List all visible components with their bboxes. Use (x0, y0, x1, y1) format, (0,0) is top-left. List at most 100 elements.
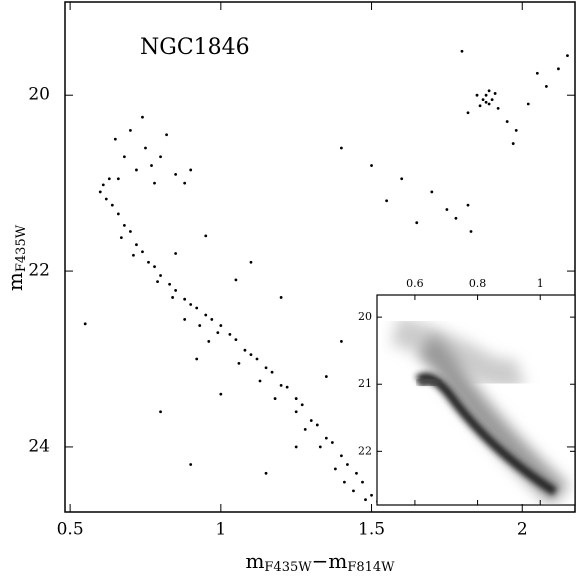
star-point (153, 265, 156, 269)
star-point (159, 274, 162, 277)
star-point (400, 177, 404, 181)
star-point (469, 230, 473, 233)
density-ridge (416, 375, 442, 389)
star-point (83, 322, 87, 326)
star-point (116, 212, 120, 216)
star-point (183, 318, 187, 321)
star-point (385, 199, 389, 203)
star-point (141, 250, 144, 254)
star-point (183, 181, 187, 185)
star-point (153, 181, 156, 185)
inset: 0.6 0.8 1 20 21 22 (358, 277, 576, 506)
x-tick-label: 2 (517, 520, 528, 540)
star-point (119, 236, 123, 240)
star-point (294, 410, 298, 414)
star-point (475, 93, 479, 97)
star-point (122, 223, 126, 227)
y-tick-label: 20 (28, 85, 50, 105)
star-point (343, 480, 346, 484)
y-axis-label: mF435W (3, 224, 29, 291)
star-point (258, 379, 262, 383)
star-point (195, 306, 199, 310)
star-point (346, 463, 349, 466)
star-point (294, 445, 298, 449)
y-tick-label: 22 (358, 444, 372, 457)
x-label-part: − (312, 549, 329, 573)
star-point (557, 67, 560, 71)
star-point (460, 49, 464, 53)
x-label-part: F435W (264, 560, 312, 575)
star-point (430, 190, 434, 194)
star-point (318, 445, 322, 449)
star-point (144, 146, 147, 150)
star-point (454, 216, 458, 220)
star-point (324, 436, 328, 440)
star-point (116, 177, 120, 181)
cluster-label: NGC1846 (140, 35, 250, 60)
star-point (129, 128, 132, 132)
star-point (141, 115, 144, 119)
y-label-part: F435W (14, 224, 29, 272)
star-point (544, 85, 548, 88)
star-point (195, 357, 199, 361)
x-tick-label: 0.6 (406, 277, 424, 290)
star-point (478, 104, 482, 108)
points (83, 49, 569, 503)
star-point (156, 280, 159, 284)
star-point (340, 454, 343, 458)
star-point (150, 164, 153, 167)
star-point (355, 471, 358, 475)
star-point (493, 92, 497, 95)
star-point (466, 203, 470, 207)
star-point (234, 278, 238, 282)
x-tick-label: 0.5 (57, 520, 84, 540)
x-label-part: m (245, 549, 264, 573)
density-halo (417, 334, 569, 505)
star-point (249, 353, 253, 357)
star-point (511, 142, 515, 145)
star-point (294, 397, 298, 400)
star-point (204, 234, 208, 238)
star-point (122, 155, 126, 159)
star-point (98, 190, 102, 194)
x-label-part: m (328, 549, 347, 573)
y-tick-label: 22 (28, 261, 50, 281)
star-point (496, 106, 500, 110)
star-point (526, 102, 530, 106)
star-point (505, 120, 509, 123)
star-point (535, 71, 539, 75)
star-point (514, 128, 518, 132)
star-point (340, 340, 343, 343)
star-point (210, 318, 214, 321)
star-point (340, 146, 343, 150)
y-tick-label: 21 (358, 377, 372, 390)
y-tick-label: 24 (28, 436, 50, 456)
star-point (189, 303, 193, 306)
star-point (159, 155, 162, 159)
star-point (219, 392, 223, 396)
star-point (264, 471, 268, 475)
star-point (171, 296, 175, 299)
star-point (113, 137, 117, 141)
star-point (174, 252, 178, 255)
star-point (315, 423, 319, 427)
star-point (273, 397, 277, 400)
star-point (219, 324, 223, 327)
x-tick-label: 1.5 (358, 520, 385, 540)
star-point (165, 133, 168, 137)
star-point (303, 427, 307, 431)
star-point (481, 98, 485, 102)
star-point (255, 357, 259, 361)
x-axis-label: mF435W−mF814W (245, 549, 395, 575)
star-point (189, 463, 193, 466)
star-point (566, 54, 569, 58)
star-point (330, 441, 334, 444)
star-point (107, 177, 111, 181)
star-point (361, 480, 364, 484)
star-point (484, 100, 488, 104)
star-point (445, 208, 449, 211)
star-point (159, 410, 162, 414)
density-map (390, 315, 569, 505)
star-point (243, 348, 247, 352)
star-point (198, 324, 202, 327)
